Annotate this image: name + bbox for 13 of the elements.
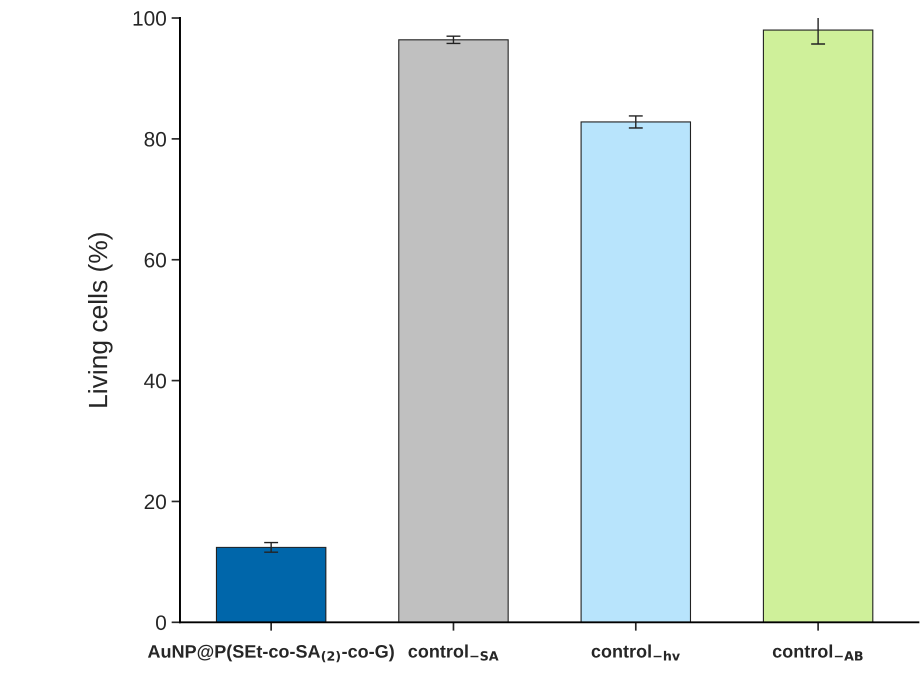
y-tick-label: 80 <box>144 132 166 147</box>
y-tick-label: 0 <box>156 615 166 630</box>
y-axis-title: Living cells (%) <box>88 233 113 407</box>
x-tick-label: control$_{−AB}$ <box>772 644 863 660</box>
x-tick-label: AuNP@P(SEt-co-SA$_{(2)}$-co-G) <box>148 644 394 662</box>
bar <box>398 39 509 622</box>
x-tick-label: control$_{−SA}$ <box>408 644 499 661</box>
y-tick-label: 40 <box>144 374 166 388</box>
bar <box>216 546 326 622</box>
y-tick-label: 100 <box>134 11 166 26</box>
x-tick-label: control$_{−hv}$ <box>592 644 680 660</box>
y-tick-label: 60 <box>144 252 166 268</box>
y-tick-label: 20 <box>144 494 166 510</box>
